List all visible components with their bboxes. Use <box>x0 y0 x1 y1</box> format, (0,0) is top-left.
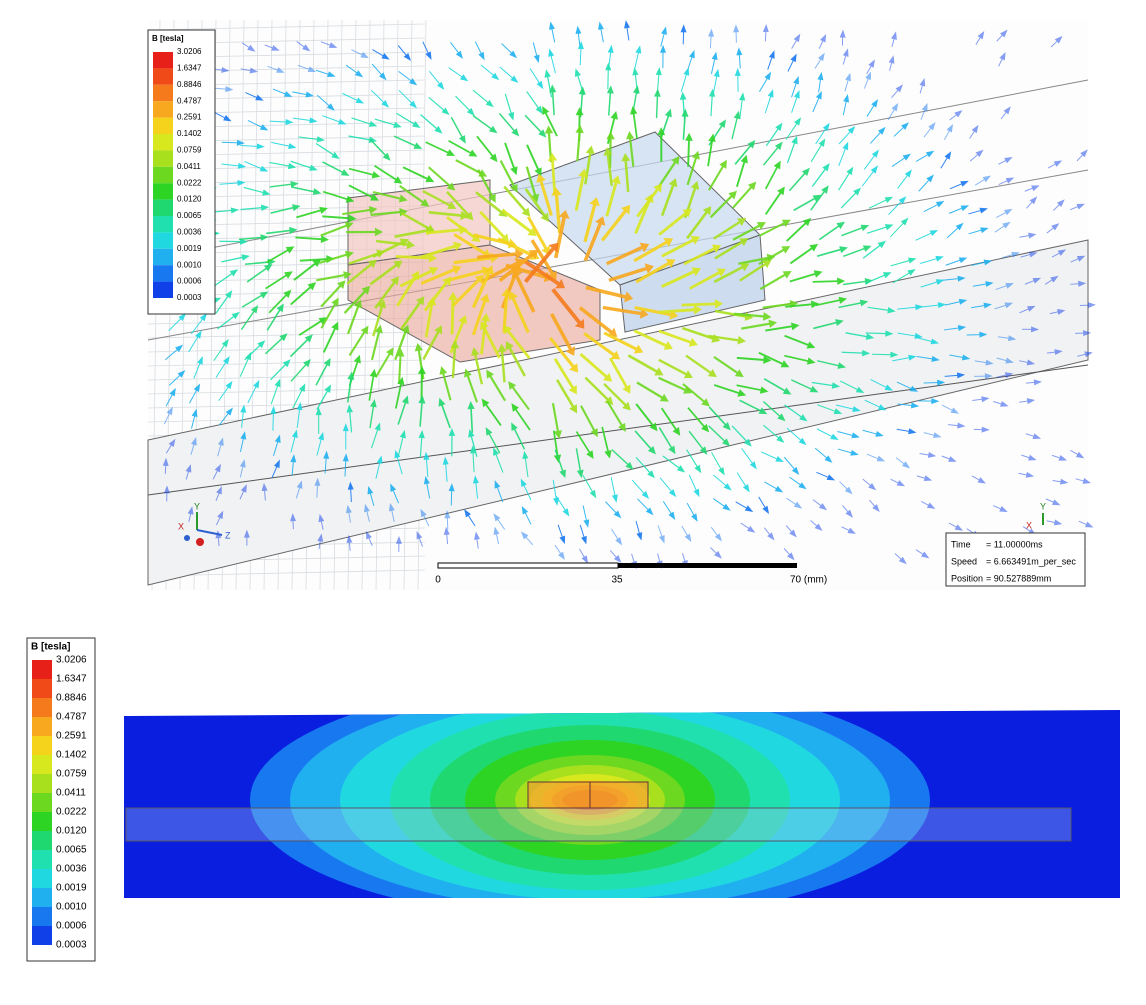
legend-label: 0.0010 <box>177 260 202 269</box>
legend-swatch <box>32 679 52 698</box>
legend-swatch <box>32 831 52 850</box>
legend-label: 0.0019 <box>177 244 202 253</box>
legend-label: 0.0411 <box>56 788 86 799</box>
legend-label: 0.4787 <box>177 96 202 105</box>
legend-swatch <box>153 101 173 117</box>
legend-title: B [tesla] <box>152 34 184 43</box>
legend-label: 0.0065 <box>56 845 87 856</box>
legend-swatch <box>32 736 52 755</box>
legend-label: 0.0222 <box>56 807 87 818</box>
legend-label: 0.0120 <box>56 826 87 837</box>
legend-swatch <box>32 660 52 679</box>
vector-plot: B [tesla] 3.0206 1.6347 0.8846 0.4787 0.2591 0… <box>148 20 1096 590</box>
legend-label: 0.1402 <box>177 129 202 138</box>
info-value: = 11.00000ms <box>986 539 1043 549</box>
arrow-shaft <box>813 281 840 282</box>
legend-swatch <box>153 150 173 166</box>
legend-label: 0.4787 <box>56 712 87 723</box>
legend-label: 0.0003 <box>56 940 87 951</box>
arrow-shaft <box>273 412 274 431</box>
legend-swatch <box>153 216 173 232</box>
axis-label: Z <box>225 530 231 540</box>
legend-label: 0.0411 <box>177 162 201 171</box>
magnets <box>528 782 648 808</box>
legend-swatch <box>32 774 52 793</box>
info-value: = 6.663491m_per_sec <box>986 556 1076 566</box>
legend-label: 0.0019 <box>56 883 87 894</box>
scale-label: 35 <box>611 575 623 586</box>
arrow-shaft <box>452 298 453 335</box>
legend-label: 0.0120 <box>177 195 202 204</box>
legend-swatch <box>32 869 52 888</box>
legend-swatch <box>153 265 173 281</box>
legend-swatch <box>32 717 52 736</box>
legend-swatch <box>32 793 52 812</box>
legend-label: 0.0003 <box>177 293 202 302</box>
arrow-shaft <box>222 142 239 143</box>
legend-swatch <box>32 907 52 926</box>
legend-label: 0.0065 <box>177 211 202 220</box>
legend-label: 0.0010 <box>56 902 87 913</box>
info-value: = 90.527889mm <box>986 573 1051 583</box>
slab <box>126 808 1071 841</box>
arrow-shaft <box>682 304 717 305</box>
legend-swatch <box>32 698 52 717</box>
legend-label: 0.8846 <box>56 693 87 704</box>
legend-swatch <box>153 85 173 101</box>
legend-swatch <box>32 926 52 945</box>
legend-title: B [tesla] <box>31 642 70 653</box>
info-label: Speed <box>951 556 977 566</box>
legend-swatch <box>153 167 173 183</box>
legend-swatch <box>153 249 173 265</box>
legend-swatch <box>153 200 173 216</box>
legend-label: 0.0006 <box>56 921 87 932</box>
legend-label: 3.0206 <box>177 47 202 56</box>
legend: B [tesla] 3.0206 1.6347 0.8846 0.4787 0.2591 0… <box>27 638 95 961</box>
arrow-shaft <box>657 95 658 119</box>
legend-label: 0.0222 <box>177 178 202 187</box>
legend-swatch <box>153 183 173 199</box>
legend-label: 0.0759 <box>177 146 202 155</box>
axis-dot <box>184 535 190 541</box>
axis-label: Y <box>194 501 200 511</box>
axis-label: X <box>1026 520 1032 530</box>
legend-label: 0.2591 <box>177 113 202 122</box>
scale-label: 70 (mm) <box>790 575 827 586</box>
legend-swatch <box>153 52 173 68</box>
legend-swatch <box>32 812 52 831</box>
legend-label: 0.0036 <box>56 864 87 875</box>
scale-bar-white <box>438 563 618 568</box>
legend-swatch <box>32 888 52 907</box>
legend-label: 1.6347 <box>56 674 87 685</box>
legend-swatch <box>153 68 173 84</box>
arrow-shaft <box>872 354 892 355</box>
legend-label: 1.6347 <box>177 64 202 73</box>
legend-label: 0.0036 <box>177 228 202 237</box>
arrow-shaft <box>688 139 689 167</box>
legend-swatch <box>32 850 52 869</box>
info-label: Time <box>951 539 971 549</box>
legend-swatch <box>153 118 173 134</box>
info-label: Position <box>951 573 983 583</box>
legend-label: 0.0006 <box>177 277 202 286</box>
legend-label: 0.0759 <box>56 769 87 780</box>
axis-label: Y <box>1040 501 1046 511</box>
legend-swatch <box>32 755 52 774</box>
legend-label: 0.1402 <box>56 750 87 761</box>
legend-swatch <box>153 232 173 248</box>
scale-label: 0 <box>435 575 441 586</box>
legend-label: 0.2591 <box>56 731 87 742</box>
scale-bar-black <box>618 563 797 568</box>
axis-x <box>196 538 204 546</box>
legend-swatch <box>153 134 173 150</box>
arrow-shaft <box>317 484 318 498</box>
legend-swatch <box>153 282 173 298</box>
legend-label: 0.8846 <box>177 80 202 89</box>
arrow-shaft <box>866 333 888 334</box>
axis-label: X <box>178 521 184 531</box>
legend-label: 3.0206 <box>56 655 87 666</box>
legend: B [tesla] 3.0206 1.6347 0.8846 0.4787 0.2591 0… <box>148 30 215 314</box>
